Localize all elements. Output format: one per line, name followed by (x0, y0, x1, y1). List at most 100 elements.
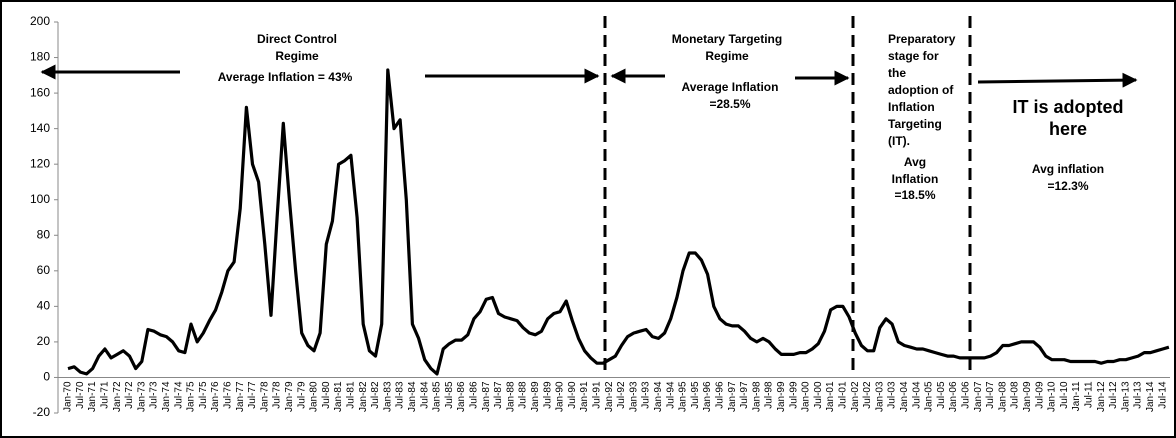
x-tick-label: Jan-88 (505, 381, 516, 412)
annotation: Avg inflation (1032, 162, 1104, 176)
x-tick-label: Jul-92 (616, 381, 627, 409)
x-tick-label: Jan-96 (702, 381, 713, 412)
y-tick-label: 80 (37, 227, 51, 241)
x-tick-label: Jan-70 (63, 381, 74, 412)
x-tick-label: Jan-85 (432, 381, 443, 412)
x-tick-label: Jul-82 (370, 381, 381, 409)
annotation: =28.5% (709, 97, 750, 111)
x-tick-label: Jan-75 (186, 381, 197, 412)
x-tick-label: Jan-78 (259, 381, 270, 412)
x-tick-label: Jan-72 (112, 381, 123, 412)
x-tick-label: Jan-74 (161, 381, 172, 412)
x-tick-label: Jan-06 (948, 381, 959, 412)
x-tick-label: Jan-71 (87, 381, 98, 412)
x-tick-label: Jul-81 (346, 381, 357, 409)
x-tick-label: Jul-89 (542, 381, 553, 409)
x-tick-label: Jul-04 (911, 381, 922, 409)
x-tick-label: Jul-78 (272, 381, 283, 409)
x-tick-label: Jul-93 (641, 381, 652, 409)
x-tick-label: Jan-95 (678, 381, 689, 412)
x-tick-label: Jul-87 (493, 381, 504, 409)
x-tick-label: Jan-10 (1047, 381, 1058, 412)
y-tick-label: 160 (30, 85, 50, 99)
x-tick-label: Jul-94 (665, 381, 676, 409)
annotation: =12.3% (1047, 179, 1088, 193)
x-tick-label: Jul-88 (518, 381, 529, 409)
y-tick-label: 180 (30, 50, 50, 64)
x-tick-label: Jan-13 (1120, 381, 1131, 412)
x-tick-label: Jul-84 (419, 381, 430, 409)
x-tick-label: Jul-98 (764, 381, 775, 409)
x-tick-label: Jul-13 (1133, 381, 1144, 409)
x-tick-label: Jan-87 (481, 381, 492, 412)
x-tick-label: Jan-81 (333, 381, 344, 412)
annotation: Avg (904, 155, 926, 169)
x-tick-label: Jan-92 (604, 381, 615, 412)
x-tick-label: Jan-07 (973, 381, 984, 412)
x-tick-label: Jul-85 (444, 381, 455, 409)
x-tick-label: Jan-89 (530, 381, 541, 412)
x-tick-label: Jan-80 (309, 381, 320, 412)
x-tick-label: Jan-99 (776, 381, 787, 412)
x-tick-label: Jul-10 (1059, 381, 1070, 409)
x-tick-label: Jan-94 (653, 381, 664, 412)
y-tick-label: 120 (30, 156, 50, 170)
annotation: Targeting (888, 117, 942, 131)
x-tick-label: Jan-73 (136, 381, 147, 412)
x-tick-label: Jan-91 (579, 381, 590, 412)
annotation: here (1049, 119, 1087, 139)
x-tick-label: Jul-09 (1034, 381, 1045, 409)
x-tick-label: Jan-77 (235, 381, 246, 412)
y-tick-label: 200 (30, 14, 50, 28)
x-tick-label: Jan-79 (284, 381, 295, 412)
x-tick-label: Jan-84 (407, 381, 418, 412)
annotation: Average Inflation = 43% (218, 70, 353, 84)
x-tick-label: Jul-00 (813, 381, 824, 409)
y-tick-label: 100 (30, 192, 50, 206)
x-tick-label: Jan-93 (628, 381, 639, 412)
annotation: Regime (275, 49, 319, 63)
data-line (67, 68, 1170, 376)
x-tick-label: Jan-03 (874, 381, 885, 412)
y-tick-label: 140 (30, 121, 50, 135)
x-tick-label: Jul-96 (715, 381, 726, 409)
x-tick-label: Jul-71 (100, 381, 111, 409)
annotation: =18.5% (894, 188, 935, 202)
x-tick-label: Jan-08 (997, 381, 1008, 412)
regime-dividers (603, 16, 972, 377)
x-tick-label: Jul-76 (223, 381, 234, 409)
x-tick-label: Jul-83 (395, 381, 406, 409)
x-tick-label: Jul-08 (1010, 381, 1021, 409)
x-tick-label: Jul-72 (124, 381, 135, 409)
x-tick-label: Jan-05 (924, 381, 935, 412)
annotation: Direct Control (257, 32, 337, 46)
x-tick-label: Jul-02 (862, 381, 873, 409)
x-tick-label: Jul-99 (788, 381, 799, 409)
x-tick-label: Jul-74 (173, 381, 184, 409)
x-tick-label: Jul-07 (985, 381, 996, 409)
x-tick-label: Jul-90 (567, 381, 578, 409)
x-tick-label: Jul-06 (961, 381, 972, 409)
regime-arrows (40, 64, 1138, 88)
annotation: IT is adopted (1012, 97, 1123, 117)
annotation: adoption of (888, 83, 954, 97)
x-tick-label: Jan-11 (1071, 381, 1082, 411)
y-tick-label: -20 (33, 405, 51, 419)
y-tick-label: 0 (43, 370, 50, 384)
x-tick-label: Jan-98 (751, 381, 762, 412)
annotation: (IT). (888, 134, 910, 148)
annotation: Inflation (892, 172, 939, 186)
annotation: Preparatory (888, 32, 956, 46)
x-tick-label: Jul-03 (887, 381, 898, 409)
annotation: Average Inflation (682, 80, 779, 94)
annotation: Inflation (888, 100, 935, 114)
x-tick-label: Jan-97 (727, 381, 738, 412)
x-tick-label: Jul-01 (838, 381, 849, 409)
x-tick-label: Jul-73 (149, 381, 160, 409)
x-tick-label: Jan-76 (210, 381, 221, 412)
x-tick-label: Jul-79 (296, 381, 307, 409)
annotation: Monetary Targeting (672, 32, 782, 46)
x-tick-label: Jan-02 (850, 381, 861, 412)
annotation: stage for (888, 49, 939, 63)
x-tick-label: Jul-11 (1084, 381, 1095, 408)
